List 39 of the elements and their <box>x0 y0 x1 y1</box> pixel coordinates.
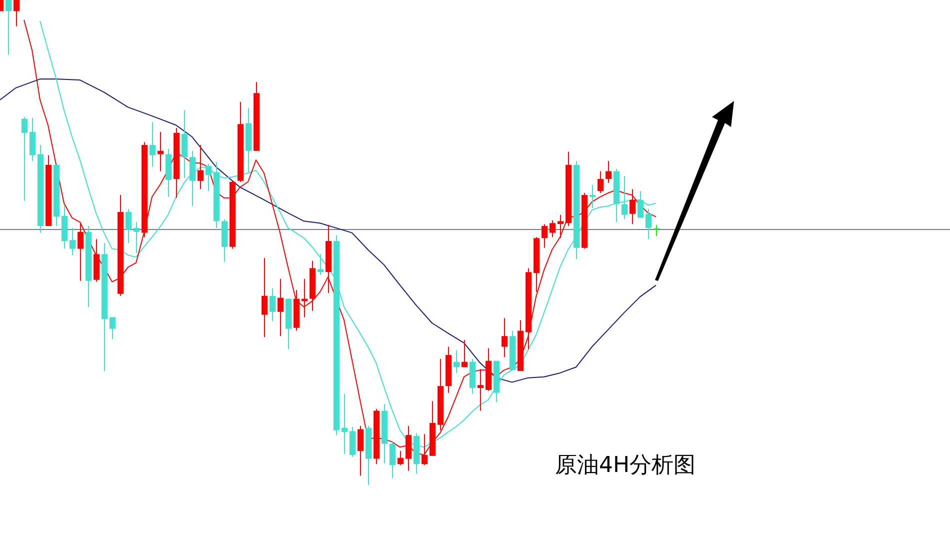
candlestick <box>318 254 324 276</box>
candlestick <box>646 208 652 240</box>
candlestick <box>358 425 364 476</box>
candlestick <box>638 190 644 218</box>
candlestick <box>350 426 356 458</box>
candlestick <box>606 160 612 184</box>
candlestick <box>270 288 276 322</box>
candlestick <box>502 318 508 358</box>
candlestick <box>590 184 596 209</box>
candlestick <box>22 116 28 202</box>
candlestick <box>630 188 636 225</box>
candlestick <box>6 0 12 56</box>
candlestick <box>78 222 84 282</box>
candlestick <box>126 208 132 244</box>
candlestick <box>198 144 204 190</box>
candlestick <box>206 163 212 192</box>
candlestick <box>622 176 628 220</box>
candlestick <box>150 122 156 168</box>
candlestick <box>278 278 284 337</box>
candlestick <box>653 224 660 237</box>
candlestick <box>14 0 20 27</box>
candlestick <box>558 214 564 239</box>
candlestick <box>182 110 188 178</box>
candlestick <box>454 350 460 374</box>
candlestick <box>542 224 548 248</box>
annotation: 原油4H分析图 <box>555 452 696 480</box>
candlestick <box>598 170 604 194</box>
candlestick <box>134 222 140 254</box>
candlestick <box>342 393 348 454</box>
candlestick <box>110 316 116 340</box>
candlestick <box>390 441 396 479</box>
candlestick <box>550 220 556 238</box>
candlestick <box>398 450 404 466</box>
candlestick <box>190 150 196 207</box>
candlestick <box>262 258 268 338</box>
candlestick <box>70 227 76 256</box>
candlestick <box>478 368 484 412</box>
candlestick <box>462 339 468 368</box>
candlestick <box>30 117 36 162</box>
